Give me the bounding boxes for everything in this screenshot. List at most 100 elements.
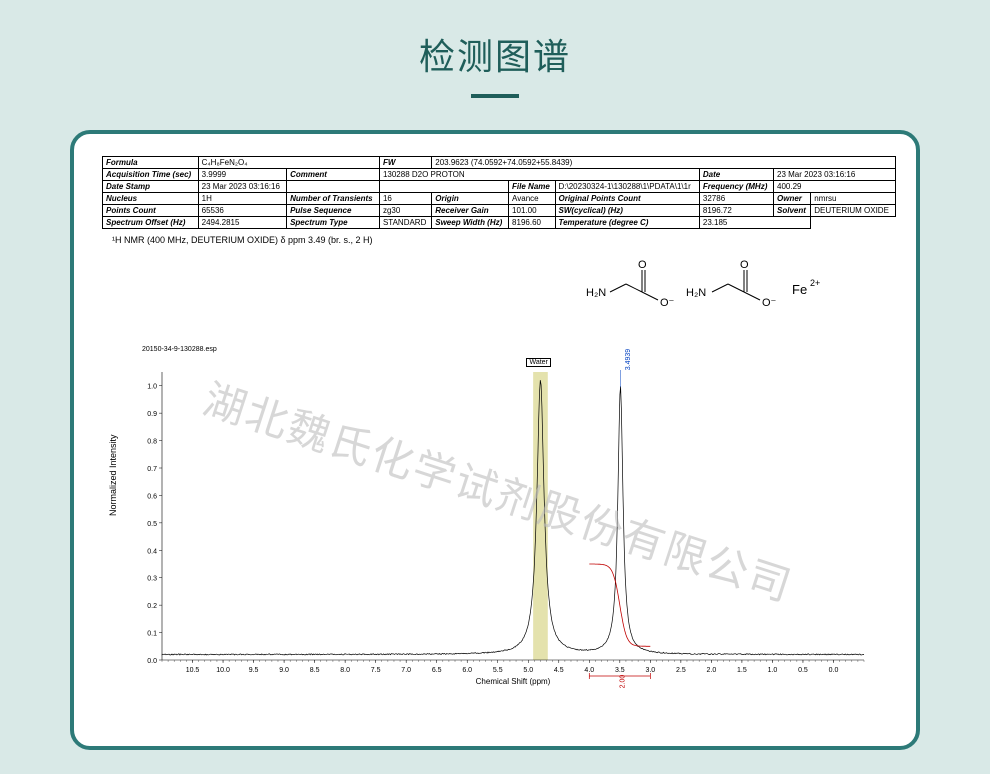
svg-text:1.5: 1.5: [737, 667, 747, 674]
info-value: 8196.72: [699, 205, 773, 217]
svg-text:3.5: 3.5: [615, 667, 625, 674]
svg-text:O: O: [740, 259, 749, 271]
info-value: 16: [379, 193, 431, 205]
info-label: Origin: [432, 193, 509, 205]
info-label: Acquisition Time (sec): [103, 169, 199, 181]
svg-text:0.2: 0.2: [147, 603, 157, 610]
info-label: Date Stamp: [103, 181, 199, 193]
info-value: zg30: [379, 205, 431, 217]
svg-text:0.0: 0.0: [147, 658, 157, 665]
info-label: Solvent: [774, 205, 811, 217]
svg-text:2+: 2+: [810, 278, 820, 288]
info-value: 2494.2815: [198, 217, 286, 229]
water-peak-label: Water: [526, 358, 550, 367]
info-value: 130288 D2O PROTON: [379, 169, 699, 181]
info-value: 3.9999: [198, 169, 286, 181]
svg-text:0.8: 0.8: [147, 439, 157, 446]
info-label: Sweep Width (Hz): [432, 217, 509, 229]
info-value: 203.9623 (74.0592+74.0592+55.8439): [432, 157, 896, 169]
svg-text:4.5: 4.5: [554, 667, 564, 674]
info-label: Pulse Sequence: [287, 205, 380, 217]
svg-text:0.6: 0.6: [147, 493, 157, 500]
info-value: 400.29: [774, 181, 896, 193]
svg-text:5.5: 5.5: [493, 667, 503, 674]
info-label: Original Points Count: [555, 193, 699, 205]
info-value: DEUTERIUM OXIDE: [811, 205, 896, 217]
svg-text:0.3: 0.3: [147, 576, 157, 583]
info-label: Frequency (MHz): [699, 181, 773, 193]
info-value: 101.00: [509, 205, 555, 217]
svg-text:Chemical Shift (ppm): Chemical Shift (ppm): [476, 677, 551, 686]
info-label: [287, 181, 380, 193]
svg-text:9.5: 9.5: [249, 667, 259, 674]
svg-text:4.0: 4.0: [584, 667, 594, 674]
peak-label: 3.4939: [626, 349, 633, 370]
info-label: SW(cyclical) (Hz): [555, 205, 699, 217]
info-value: 23 Mar 2023 03:16:16: [198, 181, 286, 193]
y-axis-label: Normalized Intensity: [108, 434, 118, 516]
info-value: 65536: [198, 205, 286, 217]
info-label: Owner: [774, 193, 811, 205]
info-label: Number of Transients: [287, 193, 380, 205]
svg-text:7.5: 7.5: [371, 667, 381, 674]
svg-text:1.0: 1.0: [768, 667, 778, 674]
integral-value: 2.00: [619, 675, 626, 689]
info-value: [379, 181, 508, 193]
svg-text:1.0: 1.0: [147, 384, 157, 391]
info-value: 1H: [198, 193, 286, 205]
info-value: 8196.60: [509, 217, 555, 229]
info-label: Spectrum Type: [287, 217, 380, 229]
info-value: nmrsu: [811, 193, 896, 205]
svg-text:7.0: 7.0: [401, 667, 411, 674]
svg-text:6.5: 6.5: [432, 667, 442, 674]
info-value: 23 Mar 2023 03:16:16: [774, 169, 896, 181]
nmr-summary: ¹H NMR (400 MHz, DEUTERIUM OXIDE) δ ppm …: [112, 235, 896, 245]
svg-text:0.1: 0.1: [147, 631, 157, 638]
info-value: C₄H₈FeN₂O₄: [198, 157, 379, 169]
info-label: Formula: [103, 157, 199, 169]
svg-text:0.9: 0.9: [147, 411, 157, 418]
report-sheet: FormulaC₄H₈FeN₂O₄FW203.9623 (74.0592+74.…: [102, 156, 896, 732]
svg-text:9.0: 9.0: [279, 667, 289, 674]
svg-text:2.0: 2.0: [707, 667, 717, 674]
info-value: STANDARD: [379, 217, 431, 229]
info-value: D:\20230324-1\130288\1\PDATA\1\1r: [555, 181, 699, 193]
svg-text:6.0: 6.0: [462, 667, 472, 674]
svg-text:H₂N: H₂N: [686, 287, 706, 299]
svg-text:0.5: 0.5: [798, 667, 808, 674]
info-label: Points Count: [103, 205, 199, 217]
info-value: Avance: [509, 193, 555, 205]
svg-text:0.5: 0.5: [147, 521, 157, 528]
svg-text:3.0: 3.0: [645, 667, 655, 674]
esp-filename: 20150-34-9-130288.esp: [142, 346, 217, 353]
svg-text:O⁻: O⁻: [762, 297, 777, 309]
svg-text:8.0: 8.0: [340, 667, 350, 674]
svg-text:10.0: 10.0: [216, 667, 230, 674]
info-label: File Name: [509, 181, 555, 193]
svg-text:8.5: 8.5: [310, 667, 320, 674]
info-label: Spectrum Offset (Hz): [103, 217, 199, 229]
info-label: Receiver Gain: [432, 205, 509, 217]
svg-text:5.0: 5.0: [523, 667, 533, 674]
info-label: Temperature (degree C): [555, 217, 699, 229]
title-underline: [471, 94, 519, 98]
info-table: FormulaC₄H₈FeN₂O₄FW203.9623 (74.0592+74.…: [102, 156, 896, 229]
info-label: Comment: [287, 169, 380, 181]
svg-text:O: O: [638, 259, 647, 271]
page-title: 检测图谱: [0, 0, 990, 80]
nmr-plot: 0.0 0.1 0.2 0.3 0.4 0.5 0.6 0.7 0.8 0.9 1.0 10.5 10.…: [124, 366, 872, 702]
svg-text:O⁻: O⁻: [660, 297, 675, 309]
info-label: Date: [699, 169, 773, 181]
svg-text:0.0: 0.0: [829, 667, 839, 674]
svg-text:2.5: 2.5: [676, 667, 686, 674]
report-frame: FormulaC₄H₈FeN₂O₄FW203.9623 (74.0592+74.…: [70, 130, 920, 750]
molecular-structure: H₂N O O⁻ H₂N O O⁻ Fe 2+: [586, 256, 826, 331]
info-value: 32786: [699, 193, 773, 205]
svg-text:H₂N: H₂N: [586, 287, 606, 299]
svg-text:0.4: 0.4: [147, 548, 157, 555]
info-value: 23.185: [699, 217, 810, 229]
svg-text:10.5: 10.5: [186, 667, 200, 674]
svg-text:0.7: 0.7: [147, 466, 157, 473]
svg-text:Fe: Fe: [792, 282, 807, 297]
info-label: Nucleus: [103, 193, 199, 205]
